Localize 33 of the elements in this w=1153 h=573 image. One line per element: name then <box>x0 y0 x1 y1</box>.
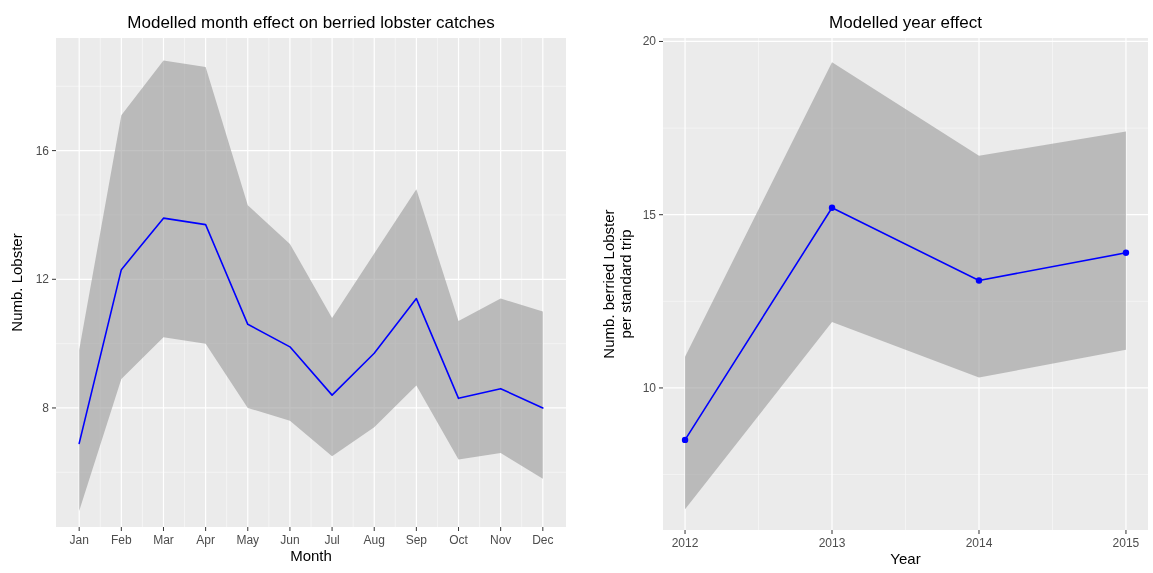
y-tick-label: 20 <box>642 34 657 49</box>
point <box>975 277 983 284</box>
x-tick-label: Jul <box>324 533 340 547</box>
x-tick-label: May <box>236 533 260 547</box>
y-axis-title: Numb. berried Lobster per standard trip <box>600 209 634 359</box>
x-tick-label: Apr <box>196 533 215 547</box>
line-series <box>78 217 544 445</box>
point <box>1122 249 1130 257</box>
x-tick-label: Jun <box>280 533 300 547</box>
y-tick-label: 16 <box>35 143 50 158</box>
x-tick-label: Sep <box>405 533 428 547</box>
x-tick-label: Aug <box>363 533 385 547</box>
x-tick-label: 2014 <box>965 536 993 550</box>
y-axis-title: Numb. Lobster <box>8 233 25 332</box>
x-axis-title: Year <box>890 550 921 567</box>
x-tick-label: Feb <box>110 533 132 547</box>
chart-title: Modelled month effect on berried lobster catches <box>127 13 495 32</box>
x-tick-label: 2013 <box>818 536 846 550</box>
x-tick-label: Jan <box>69 533 89 547</box>
x-tick-label: Mar <box>153 533 174 547</box>
point <box>681 436 689 444</box>
x-tick-label: Dec <box>532 533 554 547</box>
x-tick-label: Nov <box>490 533 512 547</box>
y-tick-label: 15 <box>642 207 657 222</box>
y-tick-label: 10 <box>642 380 657 395</box>
y-tick-label: 12 <box>35 272 50 287</box>
point <box>828 204 836 211</box>
x-tick-label: Oct <box>449 533 469 547</box>
x-tick-label: 2015 <box>1112 536 1140 550</box>
chart-title: Modelled year effect <box>829 13 983 32</box>
x-axis-title: Month <box>290 547 332 564</box>
x-tick-label: 2012 <box>671 536 699 550</box>
y-tick-label: 8 <box>42 400 50 415</box>
